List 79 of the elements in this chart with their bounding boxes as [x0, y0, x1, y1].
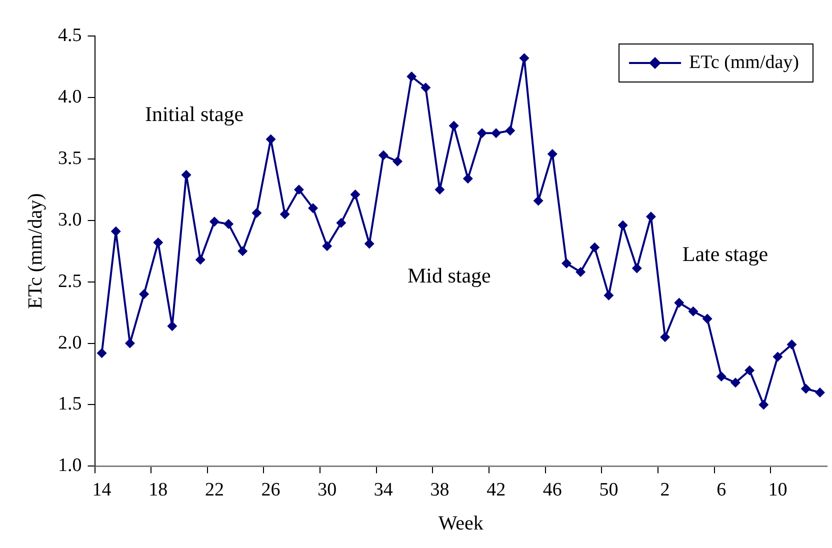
point [590, 242, 600, 252]
point [280, 209, 290, 220]
point [660, 332, 670, 342]
legend-label: ETc (mm/day) [689, 52, 800, 73]
point [322, 241, 332, 252]
point [632, 263, 642, 274]
point [110, 226, 121, 236]
point [308, 203, 318, 214]
annotation: Late stage [682, 242, 768, 266]
point [238, 246, 248, 256]
annotation: Mid stage [407, 263, 491, 288]
y-tick-label: 2.5 [58, 270, 82, 292]
point [646, 212, 656, 222]
point [364, 238, 374, 249]
point [758, 400, 769, 410]
point [561, 258, 572, 268]
x-tick-label: 6 [716, 480, 726, 501]
x-tick-label: 34 [374, 480, 394, 501]
x-tick-label: 42 [486, 480, 506, 501]
point [505, 126, 516, 136]
point [786, 340, 797, 350]
x-tick-label: 18 [148, 480, 168, 501]
point [181, 170, 192, 180]
point [434, 184, 445, 195]
y-tick-label: 1.5 [58, 394, 82, 415]
x-tick-label: 10 [768, 480, 788, 501]
point [139, 289, 150, 300]
point [336, 218, 346, 228]
point [702, 314, 712, 324]
point [576, 266, 586, 277]
y-tick-label: 1.0 [58, 455, 82, 476]
point [153, 237, 164, 248]
point [716, 371, 726, 382]
x-tick-label: 30 [318, 480, 337, 501]
point [744, 365, 755, 376]
x-tick-label: 14 [92, 480, 112, 501]
point [547, 149, 558, 159]
y-tick-label: 4.5 [58, 24, 82, 46]
point [604, 290, 614, 300]
point [167, 321, 178, 332]
y-tick-label: 3.0 [58, 209, 82, 230]
point [491, 128, 502, 138]
point [462, 174, 473, 184]
point [195, 254, 206, 265]
y-tick-label: 4.0 [58, 86, 82, 108]
annotation: Initial stage [145, 102, 244, 126]
y-axis-title: ETc (mm/day) [24, 193, 46, 309]
point [772, 352, 783, 362]
point [519, 53, 530, 64]
point [124, 338, 135, 348]
x-tick-label: 2 [660, 480, 670, 501]
point [448, 120, 459, 131]
point [96, 348, 107, 358]
x-axis-title: Week [438, 512, 484, 534]
point [294, 184, 304, 195]
point [800, 384, 811, 394]
point [252, 208, 262, 218]
point [350, 190, 360, 200]
point [266, 134, 276, 144]
y-tick-label: 3.5 [58, 148, 82, 169]
point [814, 387, 825, 398]
x-tick-label: 22 [204, 480, 224, 501]
x-tick-label: 46 [542, 480, 562, 501]
point [477, 128, 487, 138]
y-tick-label: 2.0 [58, 332, 82, 354]
point [533, 196, 544, 206]
point [674, 298, 684, 308]
point [730, 378, 740, 388]
point [392, 156, 403, 166]
point [688, 306, 698, 316]
point [420, 82, 431, 93]
point [406, 72, 417, 82]
x-tick-label: 38 [430, 480, 450, 501]
point [224, 219, 234, 230]
point [209, 216, 220, 227]
point [618, 220, 628, 230]
point [378, 150, 388, 160]
x-tick-label: 50 [599, 480, 618, 501]
x-tick-label: 26 [261, 480, 280, 501]
